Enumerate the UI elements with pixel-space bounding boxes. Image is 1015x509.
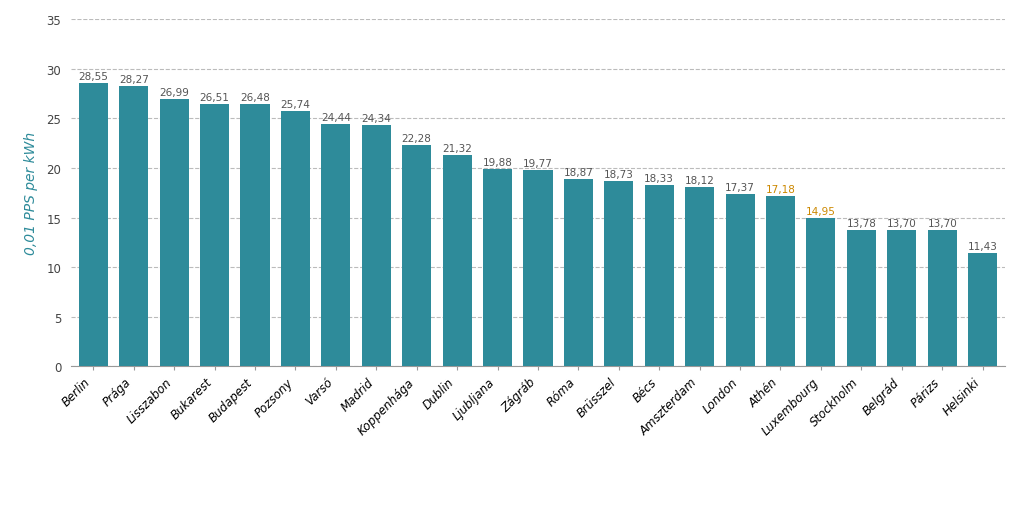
Text: 26,51: 26,51 (200, 92, 229, 102)
Text: 18,33: 18,33 (645, 173, 674, 183)
Text: 17,18: 17,18 (765, 185, 796, 194)
Bar (281, 112, 310, 366)
Text: 24,44: 24,44 (321, 113, 351, 123)
Text: 19,77: 19,77 (523, 159, 553, 169)
Text: 28,55: 28,55 (78, 72, 109, 82)
Bar (483, 170, 513, 366)
Text: 26,99: 26,99 (159, 88, 189, 98)
Text: 24,34: 24,34 (361, 114, 391, 124)
Bar (159, 100, 189, 366)
Bar (685, 187, 715, 366)
Bar (200, 104, 229, 366)
Bar (928, 231, 957, 366)
Bar (968, 253, 997, 366)
Text: 13,70: 13,70 (928, 219, 957, 229)
Bar (443, 156, 472, 366)
Text: 18,73: 18,73 (604, 169, 633, 179)
Bar (119, 87, 148, 366)
Bar (524, 171, 552, 366)
Bar (241, 105, 270, 366)
Text: 25,74: 25,74 (280, 100, 311, 110)
Text: 28,27: 28,27 (119, 75, 148, 85)
Text: 19,88: 19,88 (482, 158, 513, 168)
Bar (887, 231, 917, 366)
Text: 26,48: 26,48 (240, 93, 270, 103)
Text: 18,12: 18,12 (685, 175, 715, 185)
Bar (847, 230, 876, 366)
Bar (806, 219, 835, 366)
Bar (726, 195, 754, 366)
Text: 22,28: 22,28 (402, 134, 431, 144)
Bar (563, 180, 593, 366)
Bar (766, 196, 795, 366)
Text: 14,95: 14,95 (806, 207, 836, 217)
Text: 13,70: 13,70 (887, 219, 917, 229)
Bar (322, 125, 350, 366)
Text: 17,37: 17,37 (725, 183, 755, 193)
Text: 18,87: 18,87 (563, 168, 594, 178)
Bar (604, 181, 633, 366)
Bar (79, 84, 108, 366)
Y-axis label: 0,01 PPS per kWh: 0,01 PPS per kWh (24, 132, 39, 255)
Bar (645, 185, 674, 366)
Text: 11,43: 11,43 (967, 241, 998, 251)
Bar (402, 146, 431, 366)
Text: 13,78: 13,78 (847, 218, 876, 228)
Bar (361, 126, 391, 366)
Text: 21,32: 21,32 (443, 144, 472, 154)
